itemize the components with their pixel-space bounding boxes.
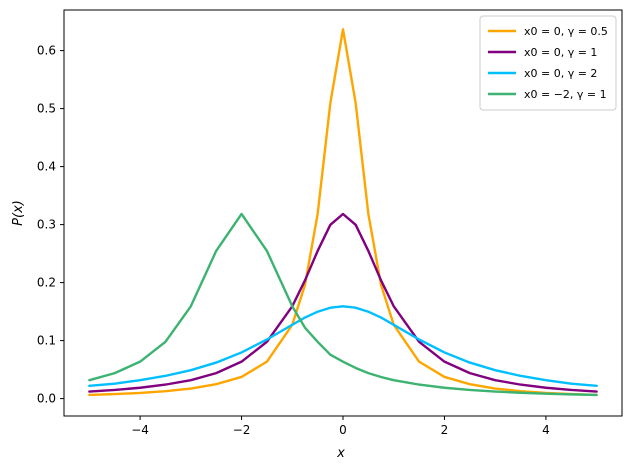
x-axis-ticks: −4 −2 0 2 4 — [131, 416, 550, 437]
y-tick-label: 0.0 — [37, 392, 56, 406]
legend: x0 = 0, γ = 0.5 x0 = 0, γ = 1 x0 = 0, γ = … — [479, 15, 617, 111]
legend-label: x0 = 0, γ = 2 — [524, 67, 597, 80]
x-tick-label: 2 — [441, 423, 449, 437]
y-tick-label: 0.1 — [37, 334, 56, 348]
y-tick-label: 0.3 — [37, 218, 56, 232]
y-tick-label: 0.6 — [37, 44, 56, 58]
legend-label: x0 = 0, γ = 1 — [524, 46, 597, 59]
y-tick-label: 0.4 — [37, 160, 56, 174]
legend-label: x0 = −2, γ = 1 — [524, 88, 607, 101]
x-tick-label: −2 — [233, 423, 251, 437]
x-axis-label: x — [336, 446, 345, 461]
series-line-1 — [88, 28, 598, 397]
y-axis-ticks: 0.0 0.1 0.2 0.3 0.4 0.5 0.6 — [37, 44, 64, 406]
x-tick-label: 4 — [542, 423, 550, 437]
x-tick-label: −4 — [131, 423, 149, 437]
series-line-2 — [88, 212, 598, 393]
legend-box — [479, 15, 617, 111]
x-tick-label: 0 — [339, 423, 347, 437]
series-layer — [88, 28, 598, 397]
y-axis-label: P(x) — [11, 200, 26, 226]
series-line-4 — [88, 212, 598, 397]
legend-label: x0 = 0, γ = 0.5 — [524, 25, 608, 38]
y-tick-label: 0.2 — [37, 276, 56, 290]
y-tick-label: 0.5 — [37, 102, 56, 116]
series-line-3 — [88, 305, 598, 388]
